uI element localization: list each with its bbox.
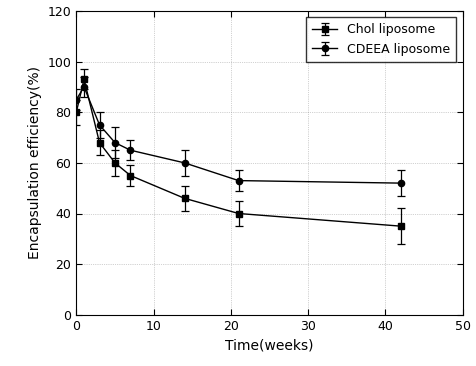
Legend: Chol liposome, CDEEA liposome: Chol liposome, CDEEA liposome	[305, 17, 456, 62]
X-axis label: Time(weeks): Time(weeks)	[225, 338, 313, 352]
Y-axis label: Encapsulation efficiency(%): Encapsulation efficiency(%)	[28, 66, 42, 259]
